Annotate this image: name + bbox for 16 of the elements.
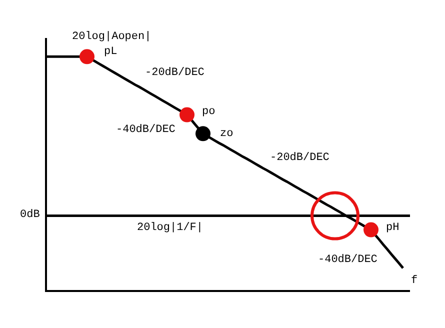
point <box>364 222 378 238</box>
text: 0dB <box>20 209 40 221</box>
annotation: -40dB/DEC <box>318 254 378 266</box>
annotation: -20dB/DEC <box>270 152 330 164</box>
annotation: pL <box>104 46 118 58</box>
annotation: -20dB/DEC <box>145 67 205 79</box>
annotation: -40dB/DEC <box>116 124 176 136</box>
point <box>196 126 210 142</box>
x-axis-title: f <box>411 275 418 287</box>
annotation: zo <box>220 128 234 140</box>
point <box>180 107 194 122</box>
point <box>80 49 94 64</box>
annotation: po <box>202 106 216 118</box>
annotation: pH <box>386 222 400 234</box>
y-axis-title: 20log|Aopen| <box>72 31 152 43</box>
ref-line-label: 20log|1/F| <box>137 222 204 234</box>
